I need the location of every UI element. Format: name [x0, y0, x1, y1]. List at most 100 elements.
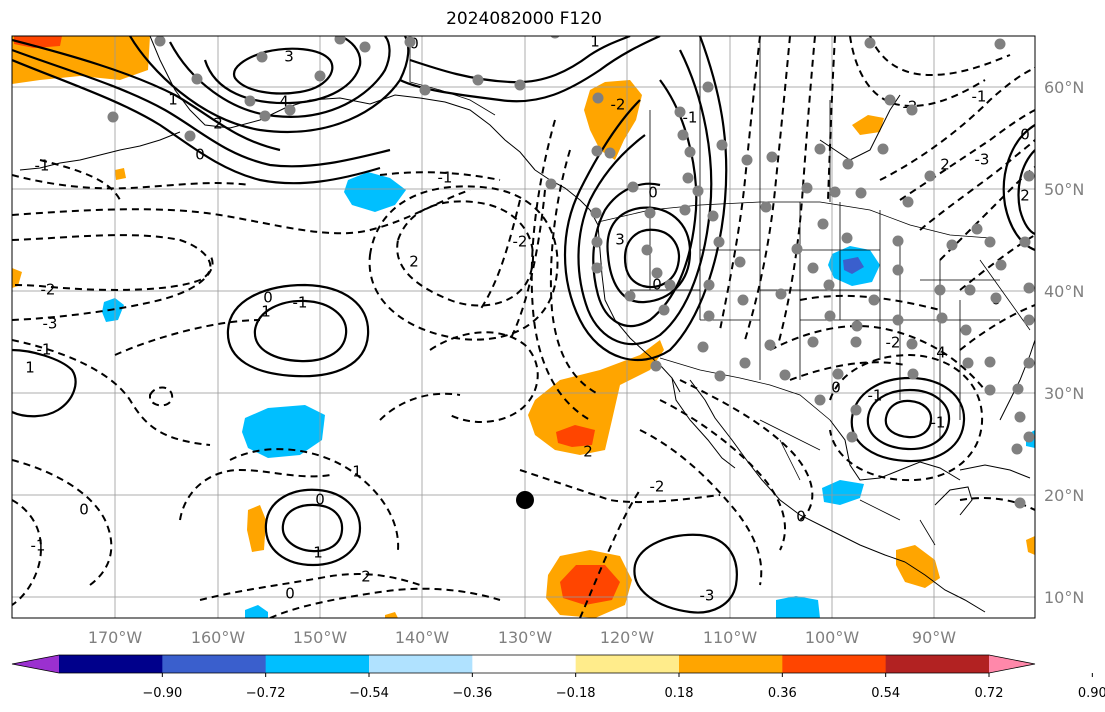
station-marker — [641, 244, 653, 256]
station-marker — [697, 341, 709, 353]
shade-orange-east-edge — [1026, 536, 1035, 555]
station-marker — [962, 357, 974, 369]
contour-solid-trough-inner-1 — [592, 79, 698, 327]
station-marker — [627, 181, 639, 193]
shaded-anomalies — [12, 36, 1035, 618]
colorbar-segment — [162, 655, 267, 673]
station-marker — [741, 154, 753, 166]
contour-dashed-gulf-ring-1 — [829, 353, 984, 482]
station-marker — [841, 232, 853, 244]
contour-solid-west-band-2 — [12, 48, 391, 168]
station-marker — [766, 151, 778, 163]
station-marker — [545, 178, 557, 190]
mexico-states — [759, 419, 936, 546]
station-marker — [877, 143, 889, 155]
contour-label: 0 — [831, 379, 841, 397]
contour-label: 0 — [263, 289, 273, 307]
contour-dashed-east-pac-1 — [429, 331, 539, 423]
contour-dashed-sub-4 — [12, 499, 42, 606]
station-marker — [892, 264, 904, 276]
contour-solid-trough-outer — [563, 36, 728, 362]
contour-label: -2 — [650, 478, 665, 496]
station-marker — [1023, 170, 1035, 182]
shade-red-gulf-alaska — [14, 36, 62, 48]
contour-label: -1 — [868, 387, 883, 405]
contour-label: 1 — [313, 544, 323, 562]
station-marker — [677, 129, 689, 141]
contour-label: -1 — [293, 294, 308, 312]
station-marker — [650, 360, 662, 372]
colorbar-segments — [12, 655, 1035, 673]
station-marker — [984, 236, 996, 248]
contour-label: 1 — [25, 359, 35, 377]
contour-solid-subtrop-high-outer — [264, 488, 362, 567]
station-marker — [1023, 357, 1035, 369]
contour-dashed-east-2 — [919, 139, 1035, 231]
lon-label: 90°W — [912, 628, 956, 647]
lat-label: 30°N — [1044, 384, 1084, 403]
canada-provinces — [649, 36, 831, 210]
contour-solid-west-band-3 — [12, 38, 281, 152]
station-marker — [807, 262, 819, 274]
station-marker — [791, 243, 803, 255]
station-marker — [591, 262, 603, 274]
lon-label: 170°W — [88, 628, 143, 647]
station-marker — [591, 145, 603, 157]
lon-label: 110°W — [703, 628, 758, 647]
solid-contours — [12, 36, 1035, 614]
station-marker — [984, 356, 996, 368]
contour-dashed-pacific-2 — [12, 234, 212, 291]
station-markers — [107, 36, 1035, 509]
colorbar-tick-label: −0.18 — [556, 686, 596, 701]
contour-label: 0 — [796, 508, 806, 526]
contour-label: 2 — [213, 115, 223, 133]
lon-label: 100°W — [805, 628, 860, 647]
contour-dashed-plains-2 — [789, 361, 906, 381]
colorbar-tick-label: 0.72 — [975, 686, 1004, 701]
contour-label: -2 — [611, 96, 626, 114]
station-marker — [906, 104, 918, 116]
station-marker — [801, 182, 813, 194]
hudson-coast — [819, 94, 901, 161]
colorbar-segment — [782, 655, 887, 673]
contour-dashed-east-1 — [899, 109, 1035, 201]
contour-solid-subtrop-high-inner — [281, 503, 344, 553]
contour-label: 2 — [409, 253, 419, 271]
colorbar-segment — [472, 655, 577, 673]
shade-orange-small-2 — [115, 168, 126, 180]
contour-dashed-pacific-4 — [39, 159, 121, 201]
lon-label: 130°W — [498, 628, 553, 647]
station-marker — [674, 106, 686, 118]
contour-label: 1 — [590, 33, 600, 51]
station-marker — [644, 207, 656, 219]
map-frame — [11, 35, 1036, 619]
colorbar-outline — [11, 654, 1036, 674]
contours — [12, 36, 1035, 618]
station-marker — [817, 218, 829, 230]
shade-red-tropical — [560, 565, 620, 605]
station-marker — [1012, 383, 1024, 395]
contour-label: -3 — [975, 151, 990, 169]
contour-label: -2 — [886, 334, 901, 352]
station-marker — [850, 336, 862, 348]
station-marker — [864, 37, 876, 49]
shade-sky-mexico — [822, 480, 864, 505]
lat-label: 10°N — [1044, 588, 1084, 607]
station-marker — [716, 139, 728, 151]
contour-dashed-rockies-2 — [744, 36, 791, 341]
contour-dashed-rockies-3 — [777, 36, 816, 346]
station-marker — [1023, 282, 1035, 294]
contour-dashed-mexico-3 — [639, 429, 763, 586]
center-marker — [516, 491, 534, 509]
contour-label: -3 — [43, 315, 58, 333]
contour-label: 0 — [648, 184, 658, 202]
contour-solid-east-edge-2 — [1017, 149, 1035, 236]
contour-dashed-tropical-2 — [519, 469, 721, 504]
contour-label: 0 — [652, 276, 662, 294]
lat-label: 60°N — [1044, 78, 1084, 97]
contour-dashed-mid-4 — [12, 339, 211, 446]
station-marker — [592, 92, 604, 104]
colorbar-segment — [575, 655, 680, 673]
station-marker — [855, 187, 867, 199]
